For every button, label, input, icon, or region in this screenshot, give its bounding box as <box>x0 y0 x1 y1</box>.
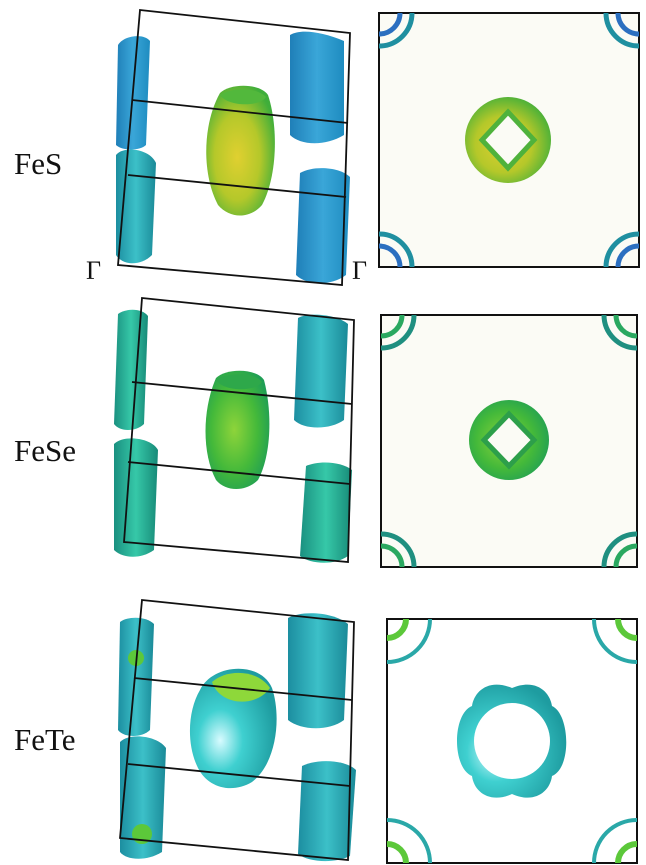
fermi-surface-3d <box>116 9 351 286</box>
fermi-surface-2d <box>386 618 638 864</box>
row-fese: FeSe <box>0 290 646 580</box>
row-fes: FeS Γ Γ <box>0 0 646 290</box>
gamma-label: Γ <box>352 256 368 285</box>
gamma-label: Γ <box>86 256 102 285</box>
fermi-surface-2d <box>378 12 640 268</box>
material-label: FeSe <box>14 433 76 468</box>
material-label: FeS <box>14 146 63 181</box>
fermi-surface-3d <box>118 599 356 862</box>
material-label: FeTe <box>14 722 76 757</box>
fermi-surface-2d <box>380 314 638 568</box>
fermi-surface-3d <box>114 297 355 563</box>
row-fete: FeTe <box>0 580 646 865</box>
